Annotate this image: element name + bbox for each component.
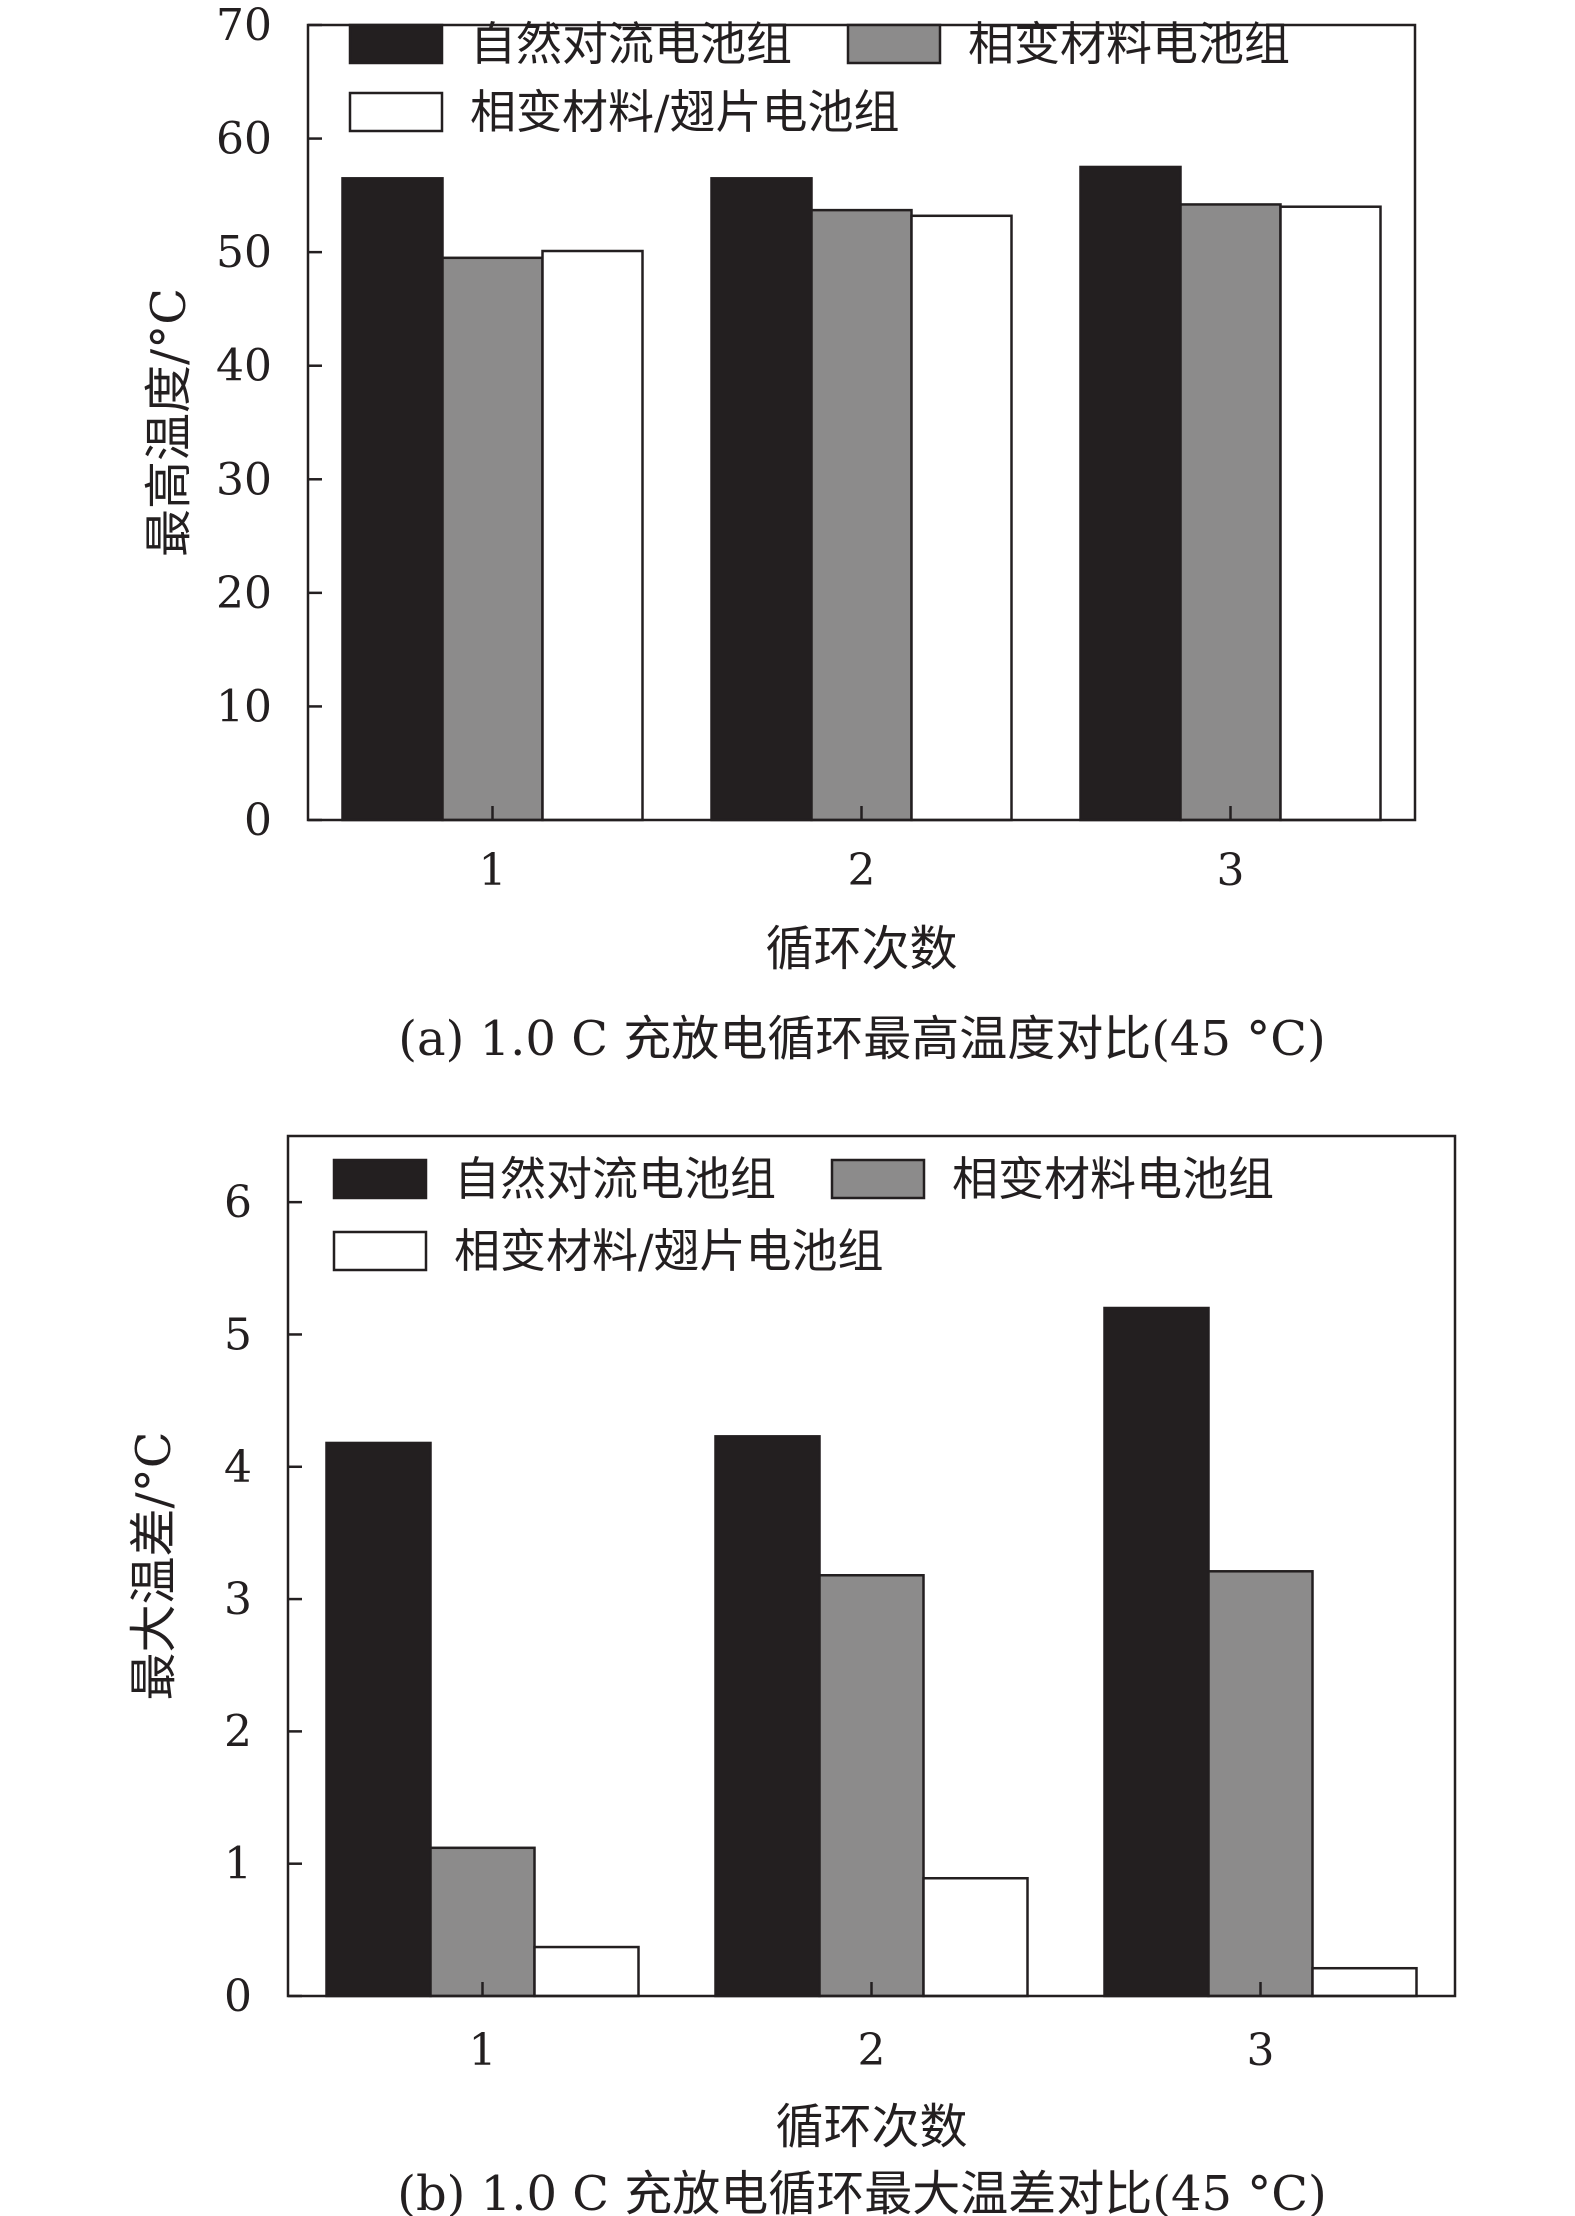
chart-a-ytick-label: 30 [216, 454, 272, 505]
chart-b-ytick-label: 0 [224, 1971, 252, 2022]
chart-b-bar-natural-convection-cycle-3 [1103, 1306, 1210, 1998]
chart-b-ytick-label: 5 [224, 1309, 252, 1360]
chart-b-xtick-label: 2 [858, 2025, 886, 2076]
chart-b-ylabel: 最大温差/°C [126, 1432, 182, 1701]
chart-b-ytick-label: 6 [224, 1177, 252, 1228]
chart-b-bar-pcm-cycle-1 [429, 1846, 536, 1998]
chart-a-caption: (a) 1.0 C 充放电循环最高温度对比(45 °C) [398, 1011, 1325, 1067]
chart-b-caption: (b) 1.0 C 充放电循环最大温差对比(45 °C) [397, 2166, 1327, 2216]
chart-b-legend-label-natural-convection: 自然对流电池组 [454, 1152, 776, 1206]
chart-b-bar-natural-convection-cycle-2 [714, 1435, 821, 1998]
chart-a-ylabel: 最高温度/°C [141, 288, 197, 557]
chart-b-bar-pcm-fin-cycle-3 [1311, 1966, 1418, 1998]
chart-b-xtick-label: 1 [469, 2025, 497, 2076]
chart-b-legend-swatch-pcm [830, 1158, 926, 1200]
chart-b-bar-natural-convection-cycle-1 [325, 1441, 432, 1998]
chart-a-ytick-label: 20 [216, 568, 272, 619]
chart-b-bar-pcm-fin-cycle-2 [922, 1876, 1029, 1998]
chart-a-bar-pcm-cycle-2 [810, 208, 913, 822]
chart-b-bar-pcm-fin-cycle-1 [533, 1945, 640, 1998]
chart-a-xtick-label: 3 [1217, 845, 1245, 896]
chart-b-ytick-label: 2 [224, 1706, 252, 1757]
chart-b-bar-pcm-cycle-2 [818, 1574, 925, 1998]
chart-a-bar-natural-convection-cycle-3 [1079, 165, 1182, 822]
chart-a-bar-pcm-fin-cycle-2 [910, 214, 1013, 822]
chart-a-legend-swatch-pcm [846, 23, 942, 65]
chart-a-legend-label-pcm-fin: 相变材料/翅片电池组 [470, 85, 900, 139]
chart-b-ytick-label: 4 [224, 1442, 252, 1493]
chart-a-bar-pcm-fin-cycle-1 [541, 249, 644, 822]
chart-b-bar-pcm-cycle-3 [1207, 1570, 1314, 1998]
chart-a-bar-pcm-fin-cycle-3 [1279, 205, 1382, 822]
chart-a-ytick-label: 60 [216, 114, 272, 165]
chart-b-xtick-label: 3 [1247, 2025, 1275, 2076]
chart-b-xlabel: 循环次数 [775, 2099, 967, 2155]
chart-a-bar-pcm-cycle-3 [1179, 203, 1282, 822]
chart-a-legend-swatch-pcm-fin [348, 91, 444, 133]
chart-a-xtick-label: 1 [479, 845, 507, 896]
chart-b-ytick-label: 1 [224, 1839, 252, 1890]
chart-a-bar-natural-convection-cycle-1 [341, 177, 444, 822]
chart-b-ytick-label: 3 [224, 1574, 252, 1625]
chart-a-ytick-label: 40 [216, 341, 272, 392]
chart-b-legend-label-pcm: 相变材料电池组 [952, 1152, 1274, 1206]
chart-a-ytick-label: 50 [216, 227, 272, 278]
chart-b-legend-label-pcm-fin: 相变材料/翅片电池组 [454, 1224, 884, 1278]
chart-a-ytick-label: 10 [216, 681, 272, 732]
chart-a-xlabel: 循环次数 [765, 921, 957, 977]
chart-b-legend-swatch-natural-convection [332, 1158, 428, 1200]
chart-a-legend-label-pcm: 相变材料电池组 [968, 17, 1290, 71]
chart-a-ytick-label: 70 [216, 0, 272, 51]
chart-b-legend-swatch-pcm-fin [332, 1230, 428, 1272]
chart-a-legend-label-natural-convection: 自然对流电池组 [470, 17, 792, 71]
chart-a-legend-swatch-natural-convection [348, 23, 444, 65]
chart-a-ytick-label: 0 [244, 795, 272, 846]
chart-a-xtick-label: 2 [848, 845, 876, 896]
chart-a-max-temperature: 0 10 20 30 40 50 60 70 1 2 3 自然对流电池组 相变材料电池组相变材料/翅片电… [141, 0, 1417, 1067]
chart-a-bar-natural-convection-cycle-2 [710, 177, 813, 822]
chart-a-bar-pcm-cycle-1 [441, 256, 544, 822]
